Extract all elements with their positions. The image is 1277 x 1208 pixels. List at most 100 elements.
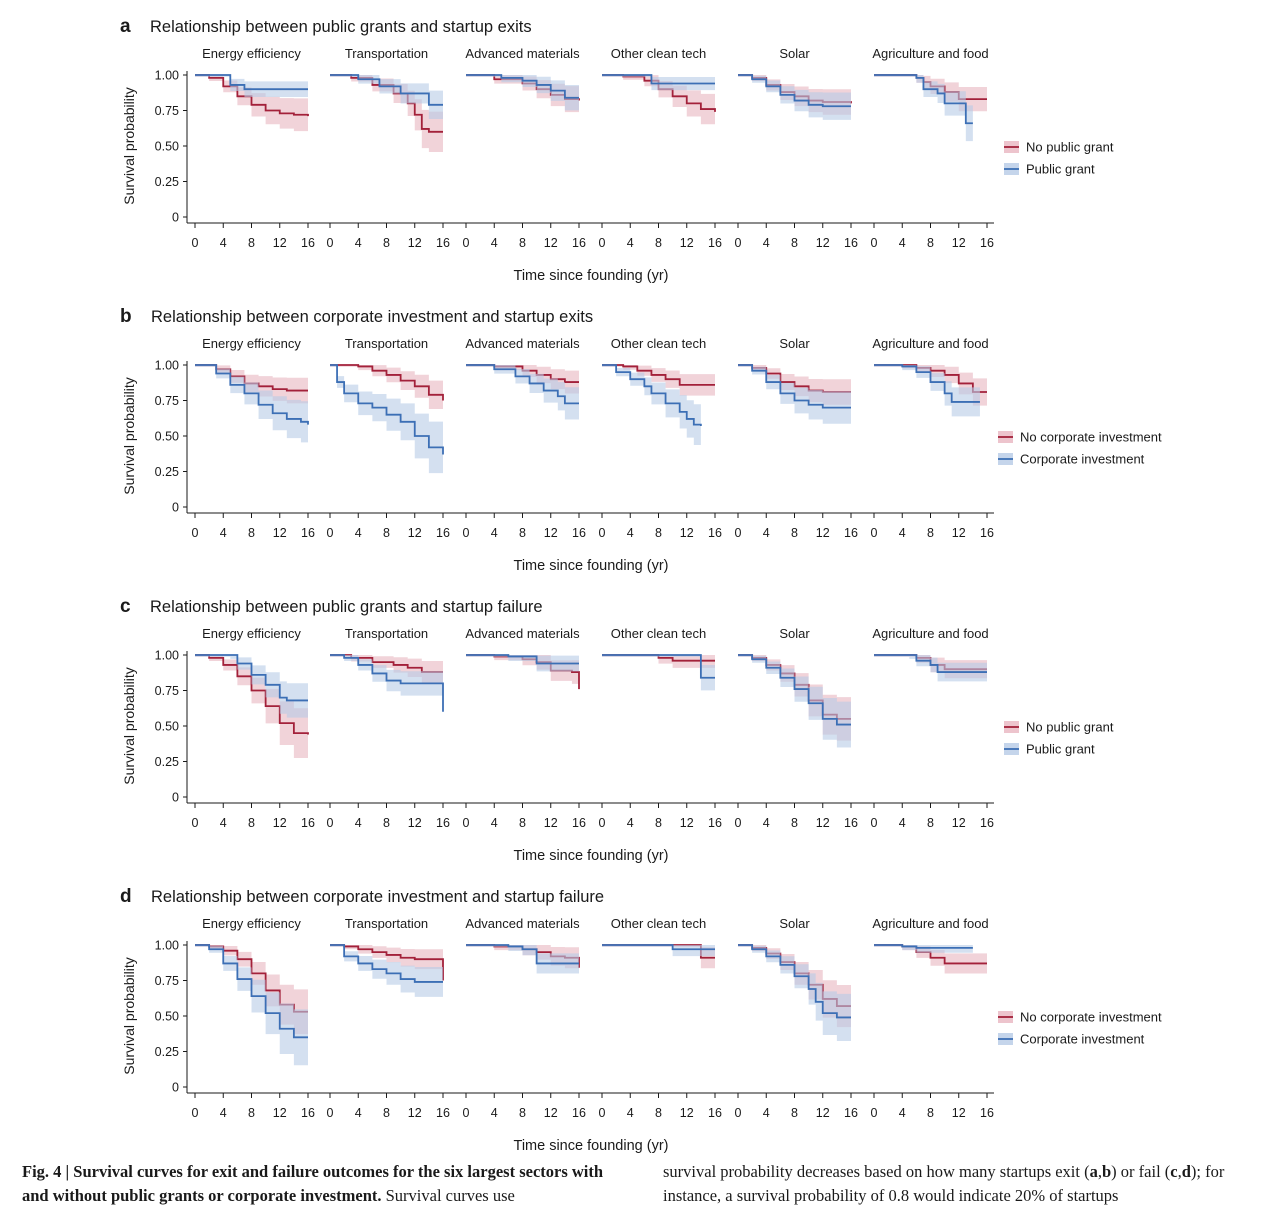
x-tick-label: 16 <box>844 236 858 250</box>
curve-blue <box>195 74 308 91</box>
curve-blue <box>874 654 987 673</box>
x-tick-label: 12 <box>544 526 558 540</box>
facet-title: Advanced materials <box>465 46 580 61</box>
curve-red <box>330 944 444 981</box>
curve-blue <box>738 654 851 726</box>
x-tick-label: 8 <box>655 1106 662 1120</box>
x-tick-label: 0 <box>735 1106 742 1120</box>
panel-d: d Relationship between corporate investme… <box>120 886 1162 1154</box>
x-tick-label: 16 <box>980 236 994 250</box>
ci-band-red <box>330 365 443 417</box>
x-tick-label: 8 <box>519 816 526 830</box>
x-tick-label: 0 <box>599 526 606 540</box>
x-tick-label: 16 <box>301 526 315 540</box>
y-tick-label: 1.00 <box>155 359 179 373</box>
x-tick-label: 12 <box>408 816 422 830</box>
x-tick-label: 0 <box>599 1106 606 1120</box>
curve-blue <box>738 74 851 108</box>
x-tick-label: 0 <box>463 1106 470 1120</box>
x-tick-label: 12 <box>680 1106 694 1120</box>
panel-letter: c <box>120 596 131 617</box>
ci-band-blue <box>195 75 308 101</box>
figure-4: a Relationship between public grants and … <box>120 16 1162 1154</box>
facet-solar: Solar 0 4 8 12 16 <box>735 46 858 250</box>
facet-solar: Solar 0 4 8 12 16 <box>735 626 858 830</box>
y-tick-label: 0 <box>172 211 179 225</box>
x-tick-label: 12 <box>544 236 558 250</box>
x-tick-label: 12 <box>952 526 966 540</box>
curve-blue <box>602 364 702 427</box>
ci-band-blue <box>602 365 701 448</box>
facet-title: Other clean tech <box>611 626 706 641</box>
x-tick-label: 0 <box>463 526 470 540</box>
legend-label: No public grant <box>1026 720 1114 735</box>
x-tick-label: 8 <box>655 236 662 250</box>
y-axis-label: Survival probability <box>121 87 137 205</box>
curve-blue <box>602 944 715 951</box>
curve-blue <box>466 944 579 965</box>
x-tick-label: 12 <box>952 816 966 830</box>
facet-agriculture-and-food: Agriculture and food 0 4 8 12 16 <box>871 336 994 540</box>
panel-b: b Relationship between corporate investme… <box>120 306 1162 574</box>
x-tick-label: 12 <box>816 816 830 830</box>
y-tick-label: 0.75 <box>155 974 179 988</box>
facet-other-clean-tech: Other clean tech 0 4 8 12 16 <box>599 336 722 540</box>
facet-transportation: Transportation 0 4 8 12 16 <box>327 626 450 830</box>
x-tick-label: 8 <box>383 816 390 830</box>
facet-title: Transportation <box>345 336 428 351</box>
legend-label: Corporate investment <box>1020 1032 1145 1047</box>
y-tick-label: 0.25 <box>155 1045 179 1059</box>
x-tick-label: 12 <box>544 1106 558 1120</box>
facet-title: Other clean tech <box>611 336 706 351</box>
curve-red <box>195 74 309 117</box>
x-tick-label: 4 <box>627 1106 634 1120</box>
facet-advanced-materials: Advanced materials 0 4 8 12 16 <box>463 626 586 830</box>
caption-left-rest: Survival curves use <box>381 1186 515 1205</box>
x-tick-label: 12 <box>816 236 830 250</box>
x-tick-label: 0 <box>192 1106 199 1120</box>
legend-label: Corporate investment <box>1020 452 1145 467</box>
ci-band-blue <box>466 655 579 674</box>
legend: No corporate investment Corporate investm… <box>998 430 1162 467</box>
x-tick-label: 8 <box>791 526 798 540</box>
legend-label: Public grant <box>1026 742 1095 757</box>
x-tick-label: 0 <box>192 526 199 540</box>
x-tick-label: 4 <box>355 236 362 250</box>
x-tick-label: 16 <box>844 1106 858 1120</box>
y-tick-label: 0.75 <box>155 394 179 408</box>
x-tick-label: 16 <box>436 236 450 250</box>
facet-title: Solar <box>779 336 810 351</box>
x-tick-label: 4 <box>491 1106 498 1120</box>
x-tick-label: 12 <box>273 526 287 540</box>
ci-band-red <box>195 655 308 761</box>
curve-blue <box>466 654 579 665</box>
x-tick-label: 16 <box>301 816 315 830</box>
y-tick-label: 0.25 <box>155 175 179 189</box>
x-tick-label: 0 <box>327 526 334 540</box>
curve-blue <box>738 364 851 409</box>
y-tick-label: 0 <box>172 1081 179 1095</box>
facet-other-clean-tech: Other clean tech 0 4 8 12 16 <box>599 626 722 830</box>
ci-band-blue <box>738 945 851 1042</box>
facet-title: Solar <box>779 626 810 641</box>
x-tick-label: 16 <box>572 236 586 250</box>
curve-blue <box>330 944 443 983</box>
x-tick-label: 8 <box>519 236 526 250</box>
x-tick-label: 0 <box>192 816 199 830</box>
caption-ref-d: d <box>1181 1162 1191 1181</box>
x-tick-label: 4 <box>763 816 770 830</box>
x-tick-label: 8 <box>655 526 662 540</box>
x-tick-label: 0 <box>327 236 334 250</box>
x-tick-label: 16 <box>844 526 858 540</box>
x-tick-label: 0 <box>463 236 470 250</box>
curve-blue <box>195 944 308 1039</box>
x-tick-label: 16 <box>980 816 994 830</box>
panel-letter: b <box>120 306 132 327</box>
x-tick-label: 8 <box>248 526 255 540</box>
facet-title: Transportation <box>345 46 428 61</box>
y-tick-label: 1.00 <box>155 649 179 663</box>
legend-label: No corporate investment <box>1020 430 1162 445</box>
facet-transportation: Transportation 0 4 8 12 16 <box>327 916 450 1120</box>
legend-label: No corporate investment <box>1020 1010 1162 1025</box>
x-tick-label: 12 <box>680 526 694 540</box>
